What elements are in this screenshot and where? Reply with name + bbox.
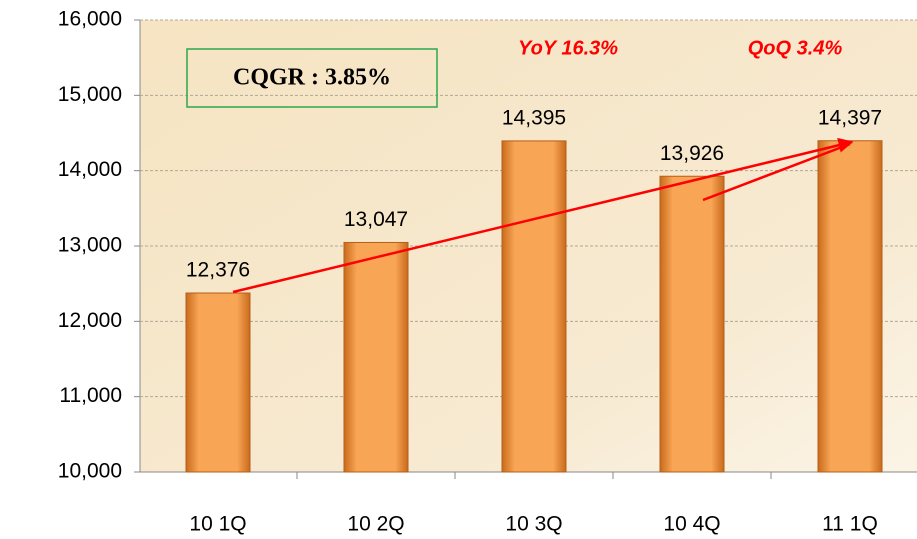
y-tick-label: 16,000 [58, 8, 122, 31]
annotation: CQGR : 3.85% [233, 65, 391, 91]
y-tick-label: 12,000 [58, 309, 122, 332]
value-label: 13,047 [344, 208, 408, 231]
value-label: 14,395 [502, 106, 566, 129]
bar [817, 140, 883, 473]
y-tick-label: 14,000 [58, 158, 122, 181]
x-tick-label: 10 1Q [189, 513, 246, 536]
value-label: 14,397 [818, 106, 882, 129]
y-tick-label: 11,000 [59, 384, 122, 407]
trend-arrow [702, 142, 851, 202]
y-tick-label: 10,000 [58, 460, 122, 483]
y-tick-label: 13,000 [58, 234, 122, 257]
value-label: 13,926 [660, 142, 724, 165]
value-label: 12,376 [186, 259, 250, 282]
bar [343, 241, 409, 473]
bar [185, 292, 251, 473]
x-tick-label: 10 4Q [663, 513, 720, 536]
annotation: YoY 16.3% [518, 37, 618, 59]
trend-arrow [232, 137, 854, 294]
annotation: QoQ 3.4% [748, 37, 843, 59]
annotation-box [186, 48, 438, 108]
bar [501, 140, 567, 473]
bar [659, 175, 725, 473]
x-tick-label: 10 3Q [505, 513, 562, 536]
x-tick-label: 11 1Q [822, 513, 878, 536]
x-tick-label: 10 2Q [347, 513, 404, 536]
y-tick-label: 15,000 [58, 83, 122, 106]
